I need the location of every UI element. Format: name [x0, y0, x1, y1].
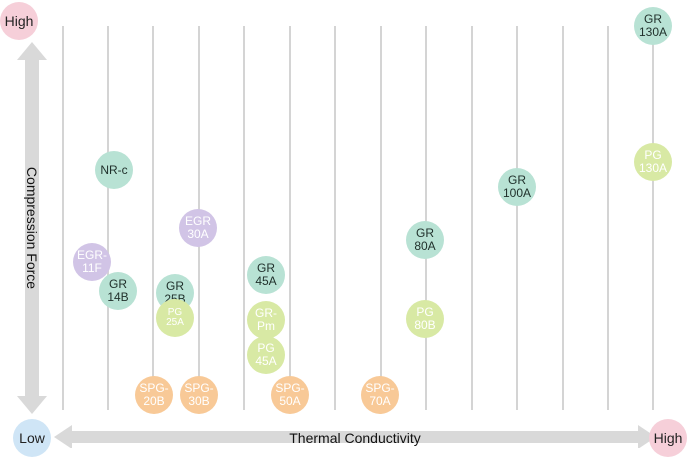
grid-line	[607, 26, 609, 410]
product-line1: PG	[257, 341, 275, 355]
grid-line	[62, 26, 64, 410]
product-bubble-gr-pm[interactable]: GR- Pm	[247, 301, 285, 339]
product-bubble-spg-70a[interactable]: SPG- 70A	[361, 376, 399, 414]
product-line1: GR	[508, 173, 526, 187]
product-line2: 130A	[638, 25, 668, 39]
product-line1: SPG-	[365, 381, 395, 395]
product-line2: 30B	[188, 394, 210, 408]
product-line1: GR	[166, 279, 184, 293]
product-line2: 14B	[107, 290, 129, 304]
product-line1: SPG-	[139, 381, 169, 395]
grid-line	[425, 26, 427, 410]
product-bubble-pg-80b[interactable]: PG 80B	[406, 300, 444, 338]
grid-line	[152, 26, 154, 410]
product-line2: Pm	[257, 319, 275, 333]
product-bubble-gr-80a[interactable]: GR 80A	[406, 221, 444, 259]
product-bubble-spg-50a[interactable]: SPG- 50A	[271, 376, 309, 414]
product-line2: 70A	[369, 394, 391, 408]
product-bubble-egr-30a[interactable]: EGR 30A	[179, 209, 217, 247]
product-bubble-egr-11f[interactable]: EGR- 11F	[73, 243, 111, 281]
product-line1: GR-	[255, 306, 277, 320]
product-line1: PG	[644, 148, 662, 162]
product-bubble-gr-130a[interactable]: GR 130A	[634, 7, 672, 45]
product-bubble-pg-130a[interactable]: PG 130A	[634, 143, 672, 181]
product-line1: EGR-	[77, 248, 107, 262]
product-line1: SPG-	[184, 381, 214, 395]
product-bubble-nr-c[interactable]: NR-c	[95, 151, 133, 189]
product-line2: 25A	[166, 317, 184, 328]
product-line1: PG	[167, 307, 183, 318]
product-line1: GR	[644, 12, 662, 26]
grid-line	[243, 26, 245, 410]
product-line1: GR	[416, 226, 434, 240]
product-line2: 80B	[414, 318, 436, 332]
grid-line	[380, 26, 382, 410]
product-line2: 50A	[279, 394, 301, 408]
product-bubble-pg-25a[interactable]: PG 25A	[156, 299, 194, 337]
grid-line	[107, 26, 109, 410]
grid-line	[334, 26, 336, 410]
product-line1: PG	[416, 305, 434, 319]
product-bubble-gr-45a[interactable]: GR 45A	[247, 256, 285, 294]
product-line1: EGR	[184, 214, 211, 228]
y-axis-title: Compression Force	[24, 166, 40, 290]
product-line1: NR-c	[100, 162, 128, 177]
product-line2: 20B	[143, 394, 165, 408]
product-line2: 45A	[255, 274, 277, 288]
product-bubble-spg-30b[interactable]: SPG- 30B	[180, 376, 218, 414]
grid-line	[471, 26, 473, 410]
low-origin-label: Low	[13, 419, 51, 457]
product-bubble-spg-20b[interactable]: SPG- 20B	[135, 376, 173, 414]
product-line2: 11F	[82, 261, 102, 275]
product-line2: 130A	[638, 161, 668, 175]
grid-line	[289, 26, 291, 410]
product-line2: 45A	[255, 354, 277, 368]
product-bubble-pg-45a[interactable]: PG 45A	[247, 336, 285, 374]
product-line2: 100A	[502, 186, 532, 200]
grid-line	[516, 26, 518, 410]
x-axis-title: Thermal Conductivity	[289, 430, 421, 446]
high-force-label: High	[0, 2, 38, 40]
product-line1: GR	[109, 277, 127, 291]
product-line2: 80A	[414, 239, 436, 253]
product-line2: 30A	[187, 227, 209, 241]
grid-line	[562, 26, 564, 410]
grid-line	[652, 26, 654, 410]
product-bubble-gr-100a[interactable]: GR 100A	[498, 168, 536, 206]
high-conductivity-label: High	[649, 419, 687, 457]
product-line1: SPG-	[275, 381, 305, 395]
product-bubble-gr-14b[interactable]: GR 14B	[99, 272, 137, 310]
product-line1: GR	[257, 261, 275, 275]
